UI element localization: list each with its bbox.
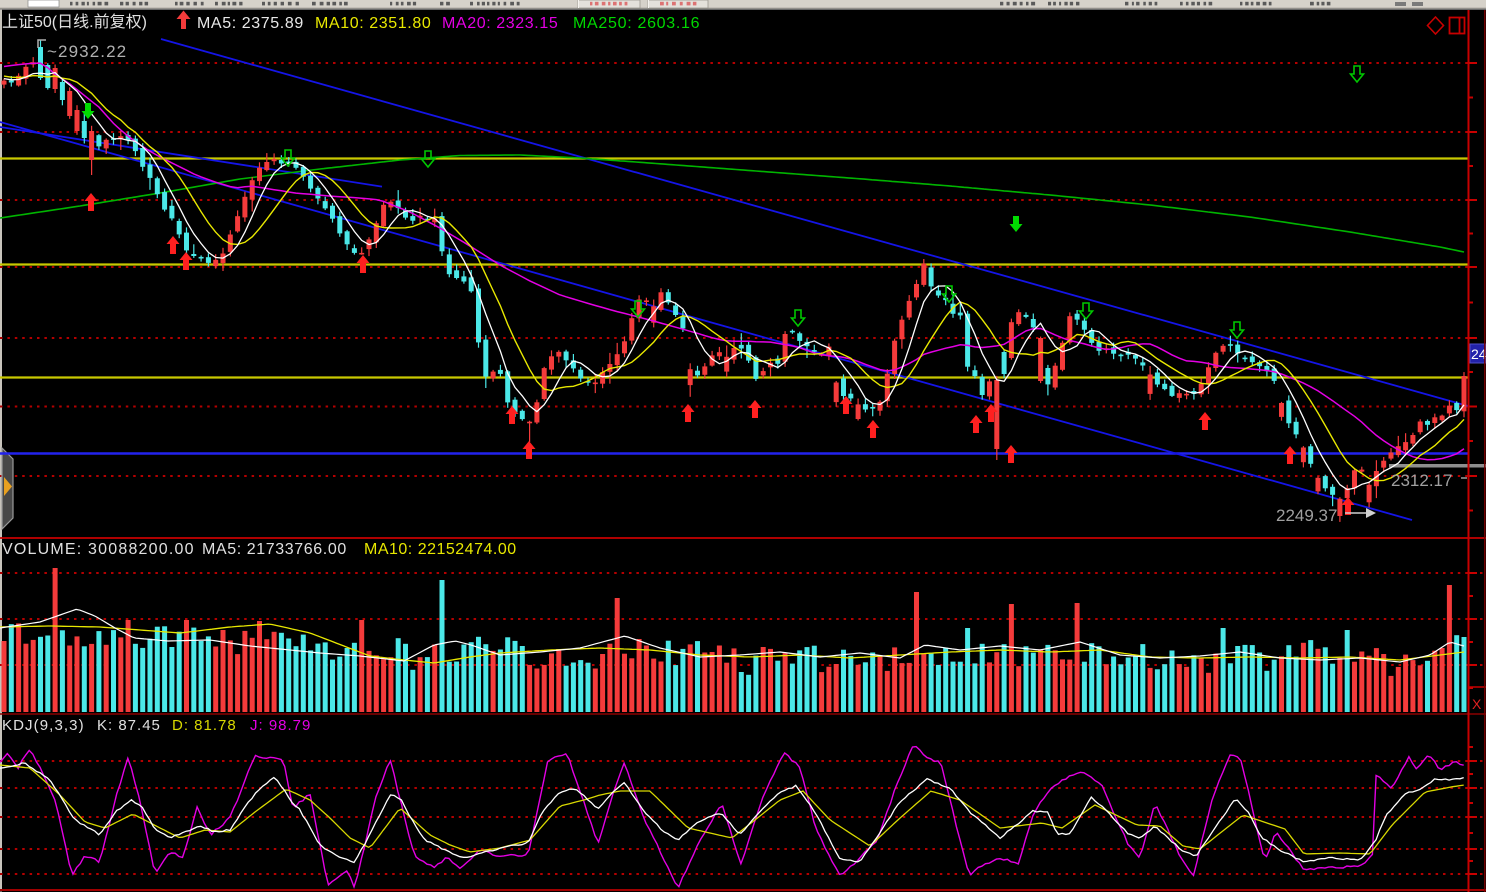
svg-text:MA5: 21733766.00: MA5: 21733766.00 [202, 541, 347, 558]
svg-text:~2932.22: ~2932.22 [47, 42, 127, 61]
svg-text:MA250: 2603.16: MA250: 2603.16 [573, 15, 700, 32]
svg-text:2249.37: 2249.37 [1276, 506, 1337, 525]
svg-text:2312.17: 2312.17 [1391, 471, 1452, 490]
svg-text:上证50(日线.前复权): 上证50(日线.前复权) [2, 13, 147, 31]
svg-text:MA10: 2351.80: MA10: 2351.80 [315, 15, 431, 32]
svg-text:MA5: 2375.89: MA5: 2375.89 [197, 15, 304, 32]
svg-text:X: X [1472, 696, 1482, 712]
svg-text:K: 87.45: K: 87.45 [97, 717, 161, 734]
svg-text:KDJ(9,3,3): KDJ(9,3,3) [2, 717, 85, 734]
svg-text:24: 24 [1471, 346, 1486, 362]
svg-text:MA10: 22152474.00: MA10: 22152474.00 [364, 541, 517, 558]
svg-text:J: 98.79: J: 98.79 [250, 717, 311, 734]
svg-text:D: 81.78: D: 81.78 [172, 717, 237, 734]
svg-text:VOLUME: 30088200.00: VOLUME: 30088200.00 [2, 541, 195, 558]
svg-text:MA20: 2323.15: MA20: 2323.15 [442, 15, 558, 32]
